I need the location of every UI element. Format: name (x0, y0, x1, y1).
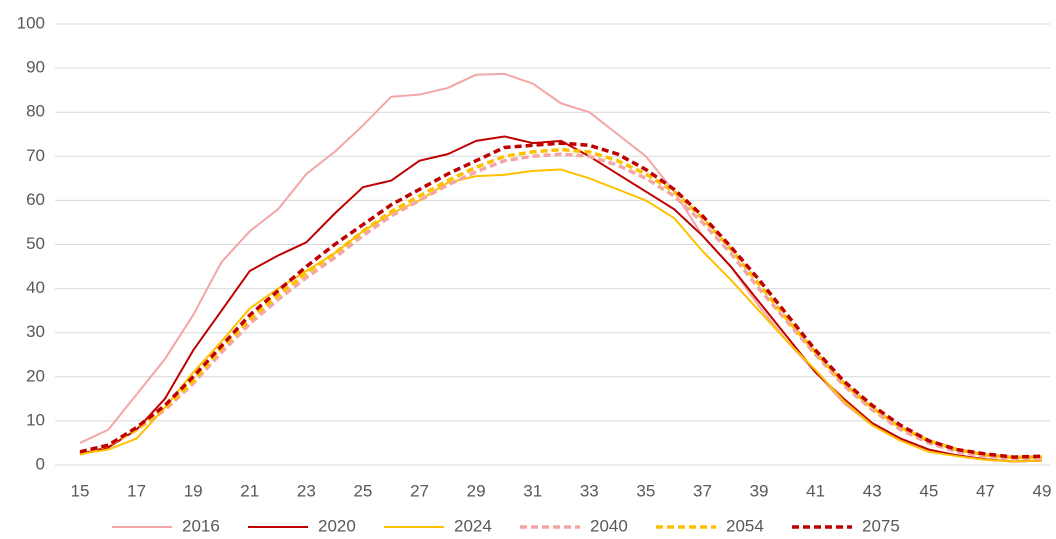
y-tick-label: 0 (36, 454, 45, 473)
x-tick-label: 21 (240, 481, 259, 500)
series-line (79, 152, 1042, 461)
x-tick-label: 25 (353, 481, 372, 500)
y-tick-label: 80 (26, 102, 45, 121)
x-tick-label: 27 (410, 481, 429, 500)
y-tick-label: 30 (26, 322, 45, 341)
y-tick-label: 60 (26, 190, 45, 209)
legend-label: 2020 (318, 516, 356, 535)
y-tick-label: 20 (26, 366, 45, 385)
series-line (79, 168, 1043, 463)
y-tick-label: 70 (26, 146, 45, 165)
series-line (79, 72, 1043, 463)
x-tick-label: 41 (806, 481, 825, 500)
x-tick-label: 31 (523, 481, 542, 500)
x-tick-label: 45 (919, 481, 938, 500)
y-tick-label: 100 (17, 13, 45, 32)
x-tick-label: 47 (976, 481, 995, 500)
series-line (79, 141, 1043, 459)
y-tick-label: 10 (26, 410, 45, 429)
x-tick-label: 49 (1033, 481, 1052, 500)
series-line (79, 135, 1043, 463)
legend-label: 2024 (454, 516, 492, 535)
x-tick-label: 39 (750, 481, 769, 500)
legend-label: 2075 (862, 516, 900, 535)
x-tick-label: 35 (636, 481, 655, 500)
x-tick-label: 15 (71, 481, 90, 500)
x-tick-label: 23 (297, 481, 316, 500)
legend-label: 2054 (726, 516, 764, 535)
y-tick-label: 40 (26, 278, 45, 297)
x-tick-label: 19 (184, 481, 203, 500)
x-tick-label: 43 (863, 481, 882, 500)
y-tick-label: 50 (26, 234, 45, 253)
legend-label: 2040 (590, 516, 628, 535)
x-tick-label: 33 (580, 481, 599, 500)
x-tick-label: 29 (467, 481, 486, 500)
x-tick-label: 37 (693, 481, 712, 500)
y-tick-label: 90 (26, 58, 45, 77)
x-tick-label: 17 (127, 481, 146, 500)
legend-label: 2016 (182, 516, 220, 535)
series-line (79, 147, 1043, 460)
